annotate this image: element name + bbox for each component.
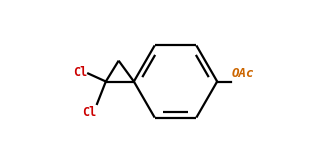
Text: Cl: Cl bbox=[73, 66, 87, 79]
Text: Cl: Cl bbox=[82, 105, 96, 119]
Text: OAc: OAc bbox=[232, 67, 255, 80]
